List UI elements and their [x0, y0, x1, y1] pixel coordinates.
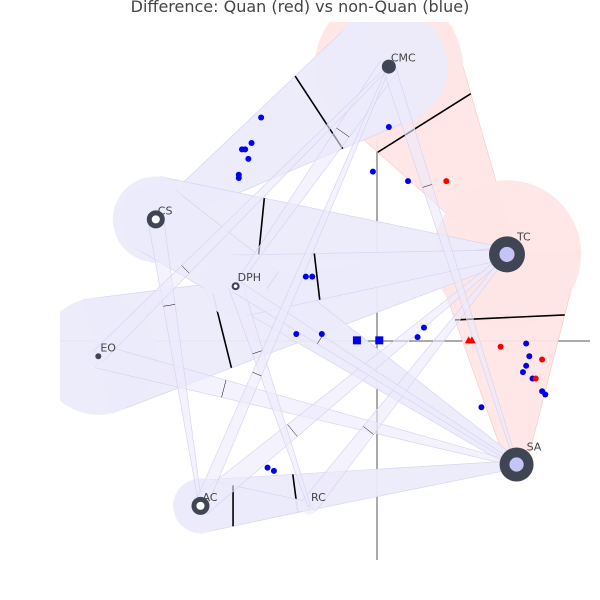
node-core-sa: [509, 457, 524, 472]
labels-layer: CMC CS TC DPH EO SA AC RC: [100, 52, 541, 504]
data-point: [264, 464, 271, 471]
node-label-rc: RC: [311, 491, 326, 504]
node-label-eo: EO: [100, 341, 116, 354]
edge-tick-dph-sa: [317, 335, 323, 344]
data-point: [532, 375, 539, 382]
data-point: [526, 353, 533, 360]
data-point: [443, 178, 450, 185]
data-point: [375, 336, 384, 345]
data-point: [478, 404, 485, 411]
edge-tick-dph-tc: [313, 253, 321, 300]
data-point: [523, 340, 530, 347]
edge-tick-eo-cmc: [181, 265, 190, 274]
node-label-dph: DPH: [238, 271, 261, 284]
node-core-tc: [499, 246, 515, 262]
data-point: [542, 391, 549, 398]
data-point: [318, 330, 325, 337]
node-label-cs: CS: [158, 204, 173, 217]
data-point: [523, 362, 530, 369]
node-label-cmc: CMC: [391, 52, 416, 65]
node-label-ac: AC: [202, 491, 217, 504]
data-point: [385, 124, 392, 131]
data-point: [309, 273, 316, 280]
data-point: [302, 273, 309, 280]
data-point: [369, 168, 376, 175]
edges-layer: [60, 22, 582, 534]
edge-eo-sa: [94, 344, 518, 467]
edge-tick-cmc-sa: [422, 184, 432, 188]
data-point: [352, 336, 361, 345]
data-point: [258, 114, 265, 121]
nodes-layer: [95, 59, 534, 515]
data-point: [414, 334, 421, 341]
edge-tick-cmc-tc: [377, 92, 472, 153]
edge-tick-dph-rc: [252, 350, 263, 355]
node-core-ac: [196, 501, 205, 510]
data-point: [245, 155, 252, 162]
node-core-cmc: [385, 63, 393, 70]
edge-tick-rc-tc: [363, 426, 374, 435]
data-point: [293, 330, 300, 337]
node-label-sa: SA: [527, 440, 542, 453]
data-point: [235, 174, 242, 181]
data-point: [539, 356, 546, 363]
edge-tick-eo-sa: [221, 380, 227, 398]
data-point: [467, 336, 476, 344]
data-point: [420, 324, 427, 331]
data-point: [248, 139, 255, 146]
edge-tick-cs-ac: [163, 304, 176, 307]
edge-tick-cmc-dph: [336, 127, 350, 138]
data-point: [238, 146, 245, 153]
data-point: [405, 178, 412, 185]
node-core-dph: [233, 284, 238, 289]
edge-tick-ac-tc: [287, 424, 298, 437]
chart-title: Difference: Quan (red) vs non-Quan (blue…: [130, 0, 470, 16]
node-core-cs: [151, 215, 160, 224]
node-core-eo: [96, 354, 100, 358]
data-point: [519, 369, 526, 376]
points-layer: [235, 114, 549, 474]
data-point: [497, 343, 504, 350]
data-point: [270, 467, 277, 474]
edge-tick-ac-cmc: [252, 371, 262, 377]
node-label-tc: TC: [516, 230, 531, 243]
